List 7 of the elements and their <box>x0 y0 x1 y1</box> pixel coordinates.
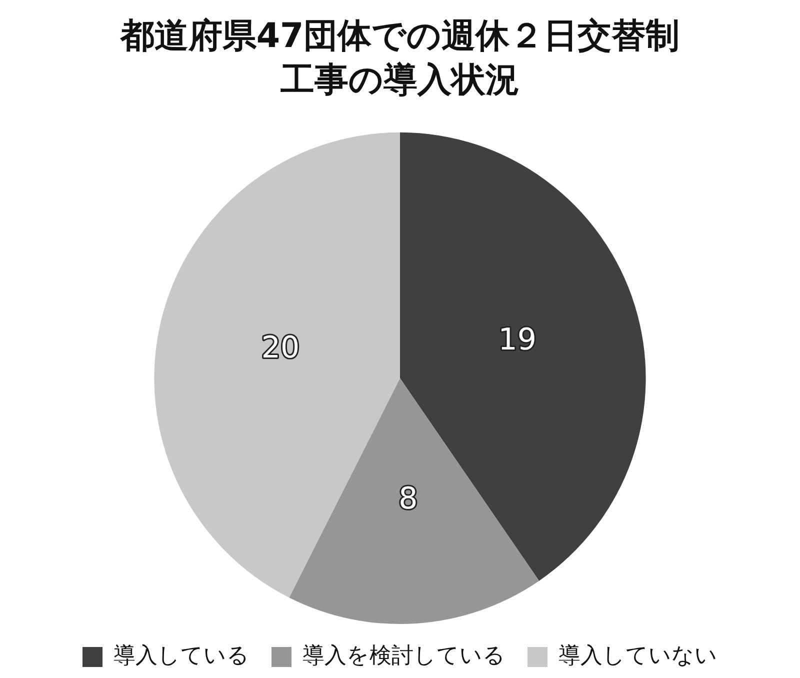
legend-label: 導入していない <box>558 644 718 669</box>
legend-label: 導入を検討している <box>302 644 506 669</box>
data-label: 20 <box>261 330 300 366</box>
chart-title: 都道府県47団体での週休２日交替制工事の導入状況 <box>119 16 680 100</box>
data-label: 19 <box>498 322 536 358</box>
data-label: 8 <box>398 482 418 517</box>
legend-label: 導入している <box>114 644 250 669</box>
